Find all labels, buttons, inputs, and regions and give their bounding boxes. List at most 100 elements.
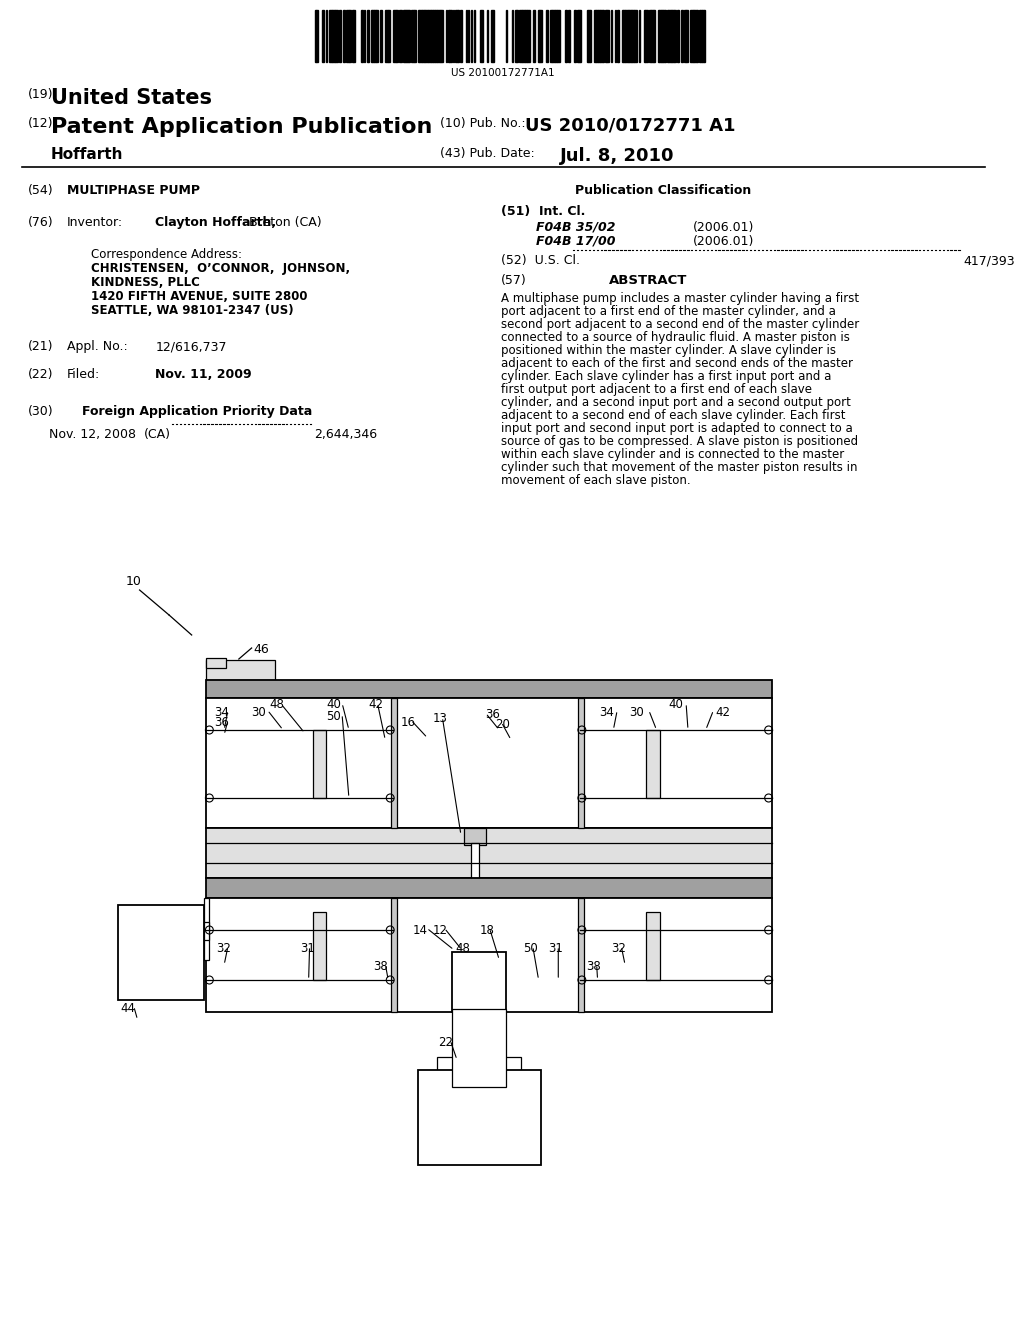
Bar (420, 11, 422, 62)
Bar (588, 11, 590, 62)
Bar (330, 11, 332, 62)
Text: US 2010/0172771 A1: US 2010/0172771 A1 (525, 117, 735, 135)
Text: 36: 36 (214, 715, 229, 729)
Text: port adjacent to a first end of the master cylinder, and a: port adjacent to a first end of the mast… (502, 305, 837, 318)
Bar (352, 11, 354, 62)
Bar (580, 898, 771, 1012)
Bar (422, 11, 424, 62)
Bar (346, 11, 349, 62)
Text: 38: 38 (586, 960, 600, 973)
Text: Inventor:: Inventor: (67, 216, 123, 228)
Bar (437, 1057, 521, 1072)
Bar (373, 11, 375, 62)
Text: 14: 14 (413, 924, 428, 937)
Text: input port and second input port is adapted to connect to a: input port and second input port is adap… (502, 422, 853, 436)
Bar (428, 11, 431, 62)
Text: Filed:: Filed: (67, 368, 100, 381)
Bar (568, 11, 570, 62)
Bar (552, 11, 555, 62)
Text: (22): (22) (28, 368, 53, 381)
Bar (540, 11, 542, 62)
Bar (519, 11, 522, 62)
Bar (431, 11, 433, 62)
Text: 13: 13 (432, 711, 447, 725)
Bar (207, 878, 771, 898)
Text: 2,644,346: 2,644,346 (314, 428, 378, 441)
Bar (658, 11, 660, 62)
Bar (578, 698, 584, 828)
Text: 44: 44 (120, 1002, 135, 1015)
Bar (205, 898, 209, 960)
Text: (21): (21) (28, 341, 53, 352)
Text: 1420 FIFTH AVENUE, SUITE 2800: 1420 FIFTH AVENUE, SUITE 2800 (91, 290, 308, 304)
Text: (12): (12) (28, 117, 53, 129)
Bar (686, 11, 688, 62)
Bar (360, 11, 362, 62)
Bar (335, 11, 338, 62)
Text: (76): (76) (28, 216, 53, 228)
Bar (316, 11, 318, 62)
Text: 32: 32 (216, 942, 231, 954)
Text: second port adjacent to a second end of the master cylinder: second port adjacent to a second end of … (502, 318, 859, 331)
Text: Correspondence Address:: Correspondence Address: (91, 248, 243, 261)
Text: 38: 38 (374, 960, 388, 973)
Text: 48: 48 (269, 698, 285, 711)
Text: 31: 31 (549, 942, 563, 954)
Text: 34: 34 (600, 706, 614, 719)
Bar (375, 11, 376, 62)
Text: 417/393: 417/393 (964, 253, 1015, 267)
Text: 30: 30 (629, 706, 644, 719)
Bar (557, 11, 560, 62)
Text: MULTIPHASE PUMP: MULTIPHASE PUMP (67, 183, 200, 197)
Bar (651, 11, 652, 62)
Bar (645, 11, 648, 62)
Bar (606, 11, 608, 62)
Text: 50: 50 (327, 710, 341, 723)
Text: A multiphase pump includes a master cylinder having a first: A multiphase pump includes a master cyli… (502, 292, 859, 305)
Bar (471, 843, 478, 878)
Bar (332, 11, 335, 62)
Text: Hoffarth: Hoffarth (51, 147, 124, 162)
Text: first output port adjacent to a first end of each slave: first output port adjacent to a first en… (502, 383, 812, 396)
Text: Foreign Application Priority Data: Foreign Application Priority Data (82, 405, 312, 418)
Text: 30: 30 (252, 706, 266, 719)
Text: 16: 16 (401, 715, 416, 729)
Bar (600, 11, 603, 62)
Text: KINDNESS, PLLC: KINDNESS, PLLC (91, 276, 201, 289)
Bar (649, 11, 651, 62)
Bar (646, 730, 659, 799)
Text: 46: 46 (254, 643, 269, 656)
Bar (681, 11, 683, 62)
Text: (30): (30) (28, 405, 53, 418)
Bar (396, 11, 398, 62)
Bar (414, 11, 417, 62)
Bar (207, 828, 771, 878)
Bar (550, 11, 552, 62)
Bar (596, 11, 598, 62)
Bar (455, 11, 458, 62)
Text: 42: 42 (716, 706, 730, 719)
Bar (207, 660, 275, 680)
Text: cylinder, and a second input port and a second output port: cylinder, and a second input port and a … (502, 396, 851, 409)
Bar (525, 11, 527, 62)
Text: Nov. 11, 2009: Nov. 11, 2009 (156, 368, 252, 381)
Bar (574, 11, 577, 62)
Bar (385, 11, 388, 62)
Bar (312, 912, 327, 979)
Bar (701, 11, 703, 62)
Text: (10) Pub. No.:: (10) Pub. No.: (440, 117, 526, 129)
Text: Publication Classification: Publication Classification (575, 183, 752, 197)
Bar (398, 11, 401, 62)
Bar (391, 898, 397, 1012)
Bar (669, 11, 672, 62)
Bar (624, 11, 626, 62)
Bar (580, 698, 771, 828)
Bar (393, 11, 396, 62)
Text: ABSTRACT: ABSTRACT (609, 275, 688, 286)
Bar (699, 11, 701, 62)
Bar (393, 698, 580, 828)
Text: 34: 34 (214, 706, 229, 719)
Bar (480, 11, 483, 62)
Bar (626, 11, 629, 62)
Bar (449, 11, 452, 62)
